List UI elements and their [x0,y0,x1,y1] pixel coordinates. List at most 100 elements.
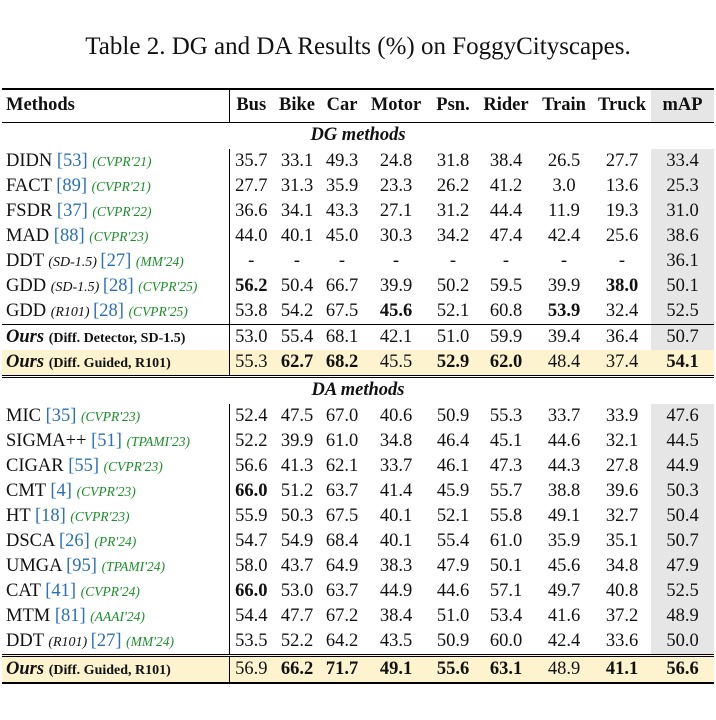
cell-value: 45.6 [379,300,413,321]
cell-value: 41.4 [379,480,413,501]
method-name: FSDR [6,200,57,221]
cell-value: 58.0 [235,555,268,576]
venue-label: (CVPR'23) [103,458,163,474]
ours-row: Ours (Diff. Guided, R101) 56.9 66.2 71.7 49.… [2,655,714,683]
cell-value: 68.4 [325,530,359,551]
cell-value: 67.5 [325,505,359,526]
method-name: CIGAR [6,455,69,476]
method-name: CAT [6,580,46,601]
venue-label: (CVPR'23) [76,483,136,499]
cell-value: - [618,250,626,271]
table-row: MAD [88] (CVPR'23) 44.0 40.1 45.0 30.3 34.2 47… [2,223,714,249]
venue-label: (MM'24) [126,633,175,649]
method-name: DIDN [6,150,57,171]
citation-link: [88] [53,225,85,246]
cell-value: 55.9 [235,505,268,526]
cell-value: 68.1 [325,326,359,347]
method-name: DDT [6,630,49,651]
cell-value: 62.7 [273,349,321,376]
table-row: DDT (SD-1.5) [27] (MM'24) - - - - - - - -36.1 [2,248,714,274]
venue-label: (MM'24) [135,253,184,269]
cell-value: 38.3 [379,555,413,576]
cell-map: 44.5 [651,428,714,454]
ours-name: Ours [6,351,49,372]
cell-map: 50.1 [651,273,714,299]
cell-value: 36.6 [235,200,268,221]
cell-value: 66.0 [235,480,268,501]
method-cell: MTM [81] (AAAI'24) [2,603,230,629]
cell-value: 33.9 [605,405,639,426]
table-row: DDT (R101) [27] (MM'24) 53.5 52.2 64.2 43.5 5… [2,628,714,655]
cell-map: 52.5 [651,578,714,604]
cell-value: 52.2 [280,630,314,651]
cell-value: 52.4 [235,405,268,426]
header-car: Car [326,95,358,116]
cell-value: 35.1 [605,530,639,551]
cell-value: 67.0 [325,405,359,426]
header-train: Train [542,95,586,116]
cell-value: 48.9 [535,655,593,683]
table-body: DG methods DIDN [53] (CVPR'21) 35.7 33.1 49.… [2,122,714,683]
method-name: GDD [6,275,51,296]
cell-value: 55.3 [489,405,523,426]
cell-value: 42.1 [379,326,413,347]
method-cell: DDT (R101) [27] (MM'24) [2,628,230,655]
cell-value: 44.6 [436,580,470,601]
cell-value: 32.7 [605,505,639,526]
section-dg-methods-label: DG methods [310,125,406,145]
table-row: DSCA [26] (PR'24) 54.7 54.9 68.4 40.1 55.4 61.… [2,528,714,554]
cell-value: 55.3 [229,349,273,376]
method-cell: Ours (Diff. Detector, SD-1.5) [2,324,230,350]
citation-link: [27] [90,630,122,651]
venue-label: (CVPR'21) [92,153,152,169]
table-row: GDD (SD-1.5) [28] (CVPR'25) 56.2 50.4 66.7 3… [2,273,714,299]
cell-value: 44.9 [379,580,413,601]
table-row: GDD (R101) [28] (CVPR'25) 53.8 54.2 67.5 45.… [2,298,714,324]
method-cell: DIDN [53] (CVPR'21) [2,148,230,174]
cell-value: 3.0 [552,175,576,196]
cell-value: 44.6 [547,430,581,451]
method-cell: SIGMA++ [51] (TPAMI'23) [2,428,230,454]
cell-value: 63.7 [325,580,359,601]
cell-map: 47.9 [651,553,714,579]
cell-map: 50.3 [651,478,714,504]
venue-label: (AAAI'24) [90,608,145,624]
header-motor: Motor [370,95,422,116]
cell-value: 49.1 [363,655,429,683]
venue-label: (CVPR'25) [128,303,188,319]
cell-value: 25.6 [605,225,639,246]
cell-value: 50.3 [280,505,314,526]
cell-value: 24.8 [379,150,413,171]
table-row: CMT [4] (CVPR'23) 66.0 51.2 63.7 41.4 45.9 55.… [2,478,714,504]
cell-value: 53.8 [235,300,268,321]
ours-description: (Diff. Guided, R101) [48,662,171,678]
cell-value: 35.7 [235,150,268,171]
section-da-methods: DA methods [2,376,714,404]
cell-value: 45.9 [436,480,470,501]
cell-value: 27.7 [605,150,639,171]
method-cell: HT [18] (CVPR'23) [2,503,230,529]
cell-value: 38.0 [605,275,639,296]
cell-value: 54.9 [280,530,314,551]
method-name: DDT [6,250,49,271]
cell-value: 51.0 [436,605,470,626]
cell-value: 37.4 [593,349,651,376]
venue-label: (TPAMI'24) [101,558,165,574]
cell-map: 52.5 [651,298,714,324]
cell-value: 49.1 [547,505,581,526]
cell-value: 59.5 [489,275,523,296]
cell-value: 38.4 [379,605,413,626]
method-cell: GDD (R101) [28] (CVPR'25) [2,298,230,324]
cell-value: 57.1 [489,580,523,601]
cell-map: 50.7 [651,528,714,554]
method-name: CMT [6,480,51,501]
header-person: Psn. [436,95,470,116]
citation-link: [95] [66,555,97,576]
cell-value: 39.9 [379,275,413,296]
table-row: MIC [35] (CVPR'23) 52.4 47.5 67.0 40.6 50.9 55… [2,403,714,429]
citation-link: [37] [56,200,88,221]
header-bike: Bike [279,95,315,116]
cell-value: 27.8 [605,455,639,476]
cell-map: 44.9 [651,453,714,479]
method-cell: UMGA [95] (TPAMI'24) [2,553,230,579]
